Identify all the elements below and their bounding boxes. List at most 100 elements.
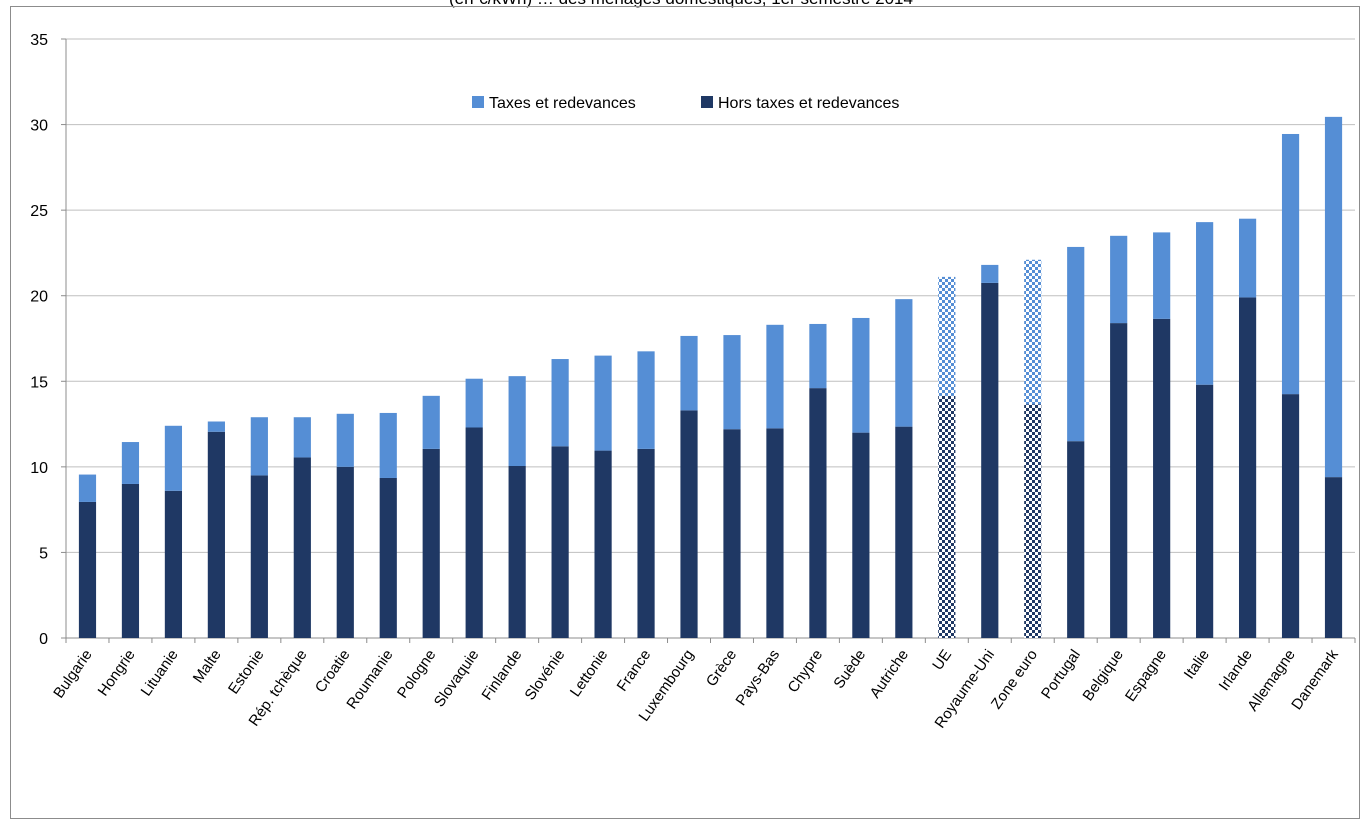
y-tick-label: 30 — [30, 118, 48, 135]
x-tick-label: Italie — [1181, 647, 1213, 683]
x-tick-label: Hongrie — [95, 647, 139, 700]
bar-taxes — [809, 323, 827, 389]
x-tick-label: Lituanie — [138, 647, 182, 700]
bar-taxes — [1238, 218, 1257, 298]
chart-title: (en €/kWh) … des ménages domestiques, 1e… — [0, 0, 1362, 9]
bar-taxes — [1024, 259, 1042, 405]
x-tick-label: Chypre — [785, 647, 827, 696]
bar-taxes — [1110, 235, 1128, 324]
y-tick-label: 0 — [39, 631, 48, 648]
x-tick-label: Malte — [190, 647, 225, 687]
bar-taxes — [1281, 133, 1300, 395]
y-tick-label: 25 — [30, 203, 48, 220]
bar-hors-taxes — [1196, 384, 1214, 638]
bar-taxes — [1153, 232, 1171, 319]
x-tick-label: Bulgarie — [50, 647, 95, 702]
bar-taxes — [938, 276, 956, 396]
bar-taxes — [723, 335, 741, 430]
legend: Taxes et redevances Hors taxes et redevan… — [472, 95, 899, 112]
bar-hors-taxes — [1024, 404, 1042, 638]
bar-hors-taxes — [1324, 477, 1343, 638]
gridlines — [66, 38, 1355, 553]
x-tick-label: Slovénie — [521, 647, 568, 704]
x-tick-label: Portugal — [1038, 647, 1084, 703]
bar-hors-taxes — [508, 466, 526, 638]
y-tick-label: 5 — [39, 545, 48, 562]
bar-hors-taxes — [379, 477, 397, 638]
bar-taxes — [766, 324, 784, 429]
bar-taxes — [637, 351, 655, 449]
bar-taxes — [465, 378, 483, 428]
bar-hors-taxes — [465, 427, 483, 638]
bar-taxes — [78, 474, 97, 502]
bar-taxes — [121, 442, 140, 484]
bar-taxes — [981, 264, 999, 283]
bar-taxes — [1324, 116, 1343, 478]
bar-taxes — [1196, 222, 1214, 385]
x-tick-label: Belgique — [1080, 647, 1127, 705]
legend-swatch — [472, 96, 484, 108]
bar-taxes — [164, 425, 183, 491]
bar-hors-taxes — [164, 490, 183, 638]
bar-hors-taxes — [895, 426, 913, 638]
x-tick-label: Irlande — [1216, 647, 1256, 694]
y-tick-labels: 0 5 10 15 20 25 30 35 — [30, 32, 48, 648]
x-tick-label: UE — [929, 647, 955, 674]
bar-hors-taxes — [680, 410, 698, 638]
x-tick-label: Suède — [830, 647, 869, 692]
bar-hors-taxes — [336, 466, 354, 638]
x-tick-label: Pays-Bas — [732, 647, 783, 709]
bar-hors-taxes — [637, 448, 655, 638]
bar-taxes — [680, 335, 698, 411]
legend-label: Hors taxes et redevances — [718, 95, 899, 112]
bar-taxes — [508, 376, 526, 467]
bar-hors-taxes — [121, 483, 140, 638]
bar-hors-taxes — [551, 446, 569, 638]
bar-hors-taxes — [938, 395, 956, 638]
bar-taxes — [594, 355, 612, 451]
y-tick-label: 20 — [30, 289, 48, 306]
bar-taxes — [379, 412, 397, 478]
legend-label: Taxes et redevances — [489, 95, 636, 112]
x-tick-label: Autriche — [867, 647, 912, 702]
bar-hors-taxes — [852, 432, 870, 638]
bar-taxes — [422, 395, 440, 449]
bar-hors-taxes — [1153, 318, 1171, 638]
bar-hors-taxes — [766, 428, 784, 638]
bar-hors-taxes — [293, 457, 311, 638]
bar-hors-taxes — [1238, 297, 1257, 638]
bars — [78, 116, 1343, 638]
x-tick-label: Espagne — [1122, 647, 1170, 705]
bar-hors-taxes — [981, 282, 999, 638]
chart-border — [10, 6, 1360, 819]
bar-taxes — [207, 421, 225, 432]
bar-taxes — [852, 317, 870, 433]
bar-taxes — [1067, 246, 1085, 442]
bar-taxes — [551, 359, 569, 447]
bar-hors-taxes — [1067, 441, 1085, 638]
bar-hors-taxes — [250, 475, 268, 638]
bar-taxes — [293, 417, 311, 458]
y-tick-label: 10 — [30, 460, 48, 477]
x-tick-label: Grèce — [703, 647, 740, 690]
bar-taxes — [250, 417, 268, 476]
bar-hors-taxes — [723, 429, 741, 638]
x-tick-label: France — [614, 647, 655, 695]
bar-hors-taxes — [78, 501, 97, 638]
x-tick-label: Estonie — [225, 647, 268, 698]
bar-hors-taxes — [422, 448, 440, 638]
y-tick-label: 35 — [30, 32, 48, 49]
x-tick-label: Pologne — [394, 647, 440, 702]
bar-hors-taxes — [809, 388, 827, 638]
x-tick-label: Croatie — [312, 647, 354, 696]
y-tick-label: 15 — [30, 374, 48, 391]
x-tick-label: Lettonie — [567, 647, 612, 700]
bar-hors-taxes — [1281, 394, 1300, 638]
bar-taxes — [895, 299, 913, 427]
legend-swatch — [701, 96, 713, 108]
axes — [61, 38, 1356, 643]
bar-hors-taxes — [207, 431, 225, 638]
